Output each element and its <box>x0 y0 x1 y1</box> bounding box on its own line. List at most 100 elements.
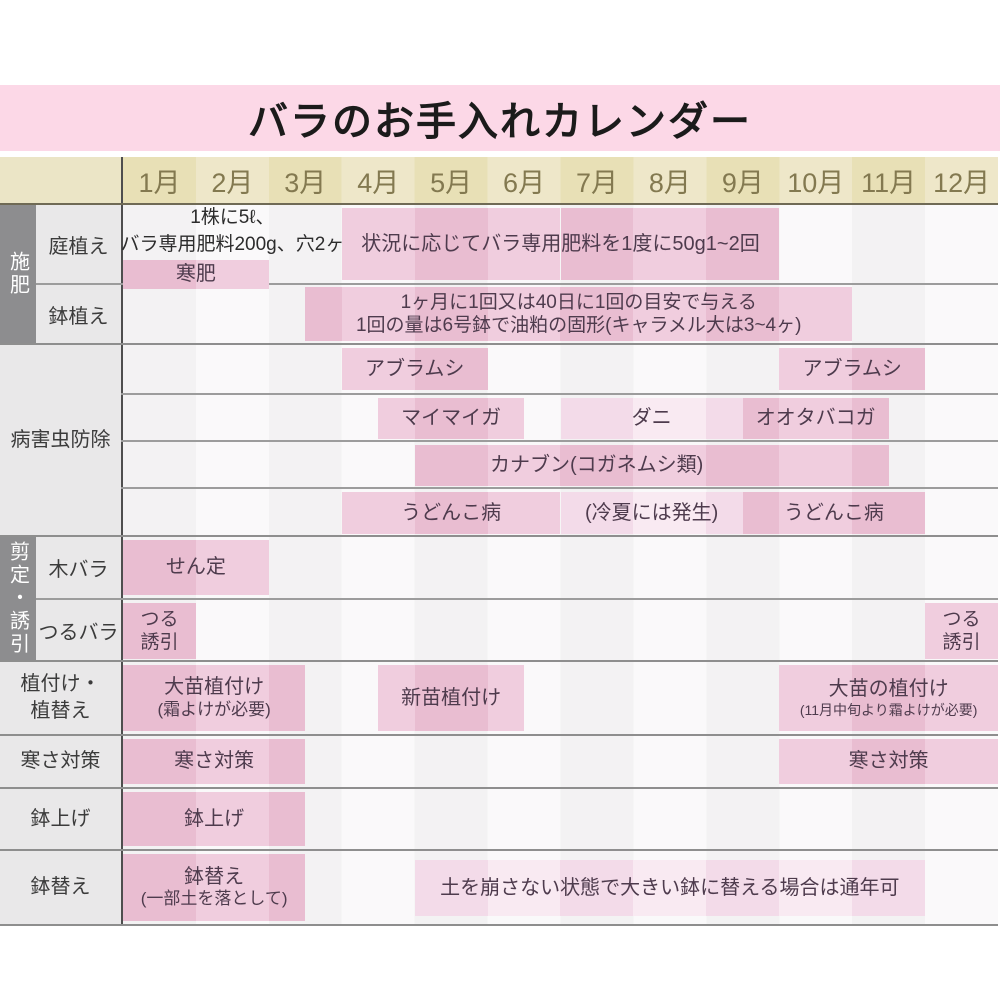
annotation-line: バラ専用肥料200g、穴2ヶ <box>120 234 345 255</box>
bar-month-segment <box>414 665 488 731</box>
bar-label-line: (一部土を落として) <box>140 889 288 909</box>
bar-month-segment <box>706 287 780 341</box>
bar-month-segment <box>414 208 488 280</box>
bar-label-line: マイマイガ <box>401 407 502 430</box>
calendar-bar: 新苗植付け <box>378 665 525 731</box>
row-body: マイマイガ ダニ オオタバコガ <box>121 395 998 440</box>
bar-label-line: アブラムシ <box>802 357 902 380</box>
calendar-row: カナブン(コガネムシ類) <box>121 440 998 487</box>
bar-month-segment <box>779 739 853 784</box>
bar-label-line: 鉢替え <box>184 865 245 888</box>
calendar-row: 大苗植付け (霜よけが必要) 新苗植付け 大苗の植付け (11月中旬より霜よけが必要) <box>121 662 998 734</box>
bar-label: 新苗植付け <box>378 665 524 731</box>
calendar-row: 鉢上げ <box>121 789 998 849</box>
bar-label-line: アブラムシ <box>364 357 465 380</box>
bar-month-segment <box>706 445 780 486</box>
bar-label-line: 土を崩さない状態で大きい鉢に替える場合は通年可 <box>440 876 900 899</box>
row-body: 鉢上げ <box>121 789 998 849</box>
bar-month-segment <box>633 287 707 341</box>
bar-month-segment <box>852 492 926 534</box>
bar-month-segment <box>779 665 853 731</box>
calendar-row: 庭植え 1株に5ℓ、 バラ専用肥料200g、穴2ヶ 状況に応じてバラ専用肥料を1度に5… <box>36 205 998 289</box>
bar-label-line: (11月中旬より霜よけが必要) <box>799 701 978 718</box>
bar-month-segment <box>341 208 415 280</box>
calendar-bar: オオタバコガ <box>742 398 889 439</box>
bar-month-segment <box>305 287 342 341</box>
month-header-cell: 5月 <box>430 167 473 198</box>
bar-month-segment <box>195 540 269 595</box>
bar-label-line: 寒さ対策 <box>848 750 929 773</box>
month-header-cells: 1月 2月 3月 4月 5月 6月 7月 8月 9月 10月 11月 12月 <box>121 157 998 203</box>
bar-month-segment <box>341 348 415 390</box>
bar-label-line: 大苗の植付け <box>828 678 949 701</box>
bar-month-segment <box>779 492 853 534</box>
bar-label: 1ヶ月に1回又は40日に1回の目安で与える 1回の量は6号鉢で油粕の固形(キャラメ… <box>305 287 852 341</box>
bar-label-line: 状況に応じてバラ専用肥料を1度に50g1~2回 <box>361 232 760 255</box>
row-label: 鉢植え <box>36 285 121 343</box>
bar-month-segment <box>852 445 889 486</box>
section-rows: 寒さ対策 寒さ対策 <box>121 736 998 787</box>
bar-label-line: 1回の量は6号鉢で油粕の固形(キャラメル大は3~4ヶ) <box>355 315 802 336</box>
bar-month-segment <box>487 287 561 341</box>
bar-label-line: (霜よけが必要) <box>157 699 271 719</box>
bar-month-segment <box>123 665 196 731</box>
calendar-bar: マイマイガ <box>378 398 525 439</box>
bar-month-segment <box>633 208 707 280</box>
row-body: 寒さ対策 寒さ対策 <box>121 736 998 787</box>
bar-month-segment <box>706 860 780 916</box>
row-body: 大苗植付け (霜よけが必要) 新苗植付け 大苗の植付け (11月中旬より霜よけが必要) <box>121 662 998 734</box>
bar-month-segment <box>268 739 306 784</box>
month-header-cell: 11月 <box>861 167 917 198</box>
bar-label-line: 寒肥 <box>175 263 216 286</box>
bar-month-segment <box>123 854 196 921</box>
bar-month-segment <box>706 208 780 280</box>
calendar-bar: 寒肥 <box>123 260 269 289</box>
bar-month-segment <box>742 492 780 534</box>
bar-month-segment <box>268 792 306 846</box>
bar-label-line: つる <box>942 608 981 630</box>
row-body: 1株に5ℓ、 バラ専用肥料200g、穴2ヶ 状況に応じてバラ専用肥料を1度に50g1… <box>120 205 998 289</box>
section-label-line: 鉢替え <box>30 876 91 898</box>
calendar-bar: 寒さ対策 <box>779 739 998 784</box>
bar-month-segment <box>779 287 853 341</box>
month-header-cell: 12月 <box>933 167 991 198</box>
bar-month-segment <box>414 445 488 486</box>
calendar-row: つるバラ つる 誘引 つる 誘引 <box>36 598 998 660</box>
bar-month-segment <box>268 854 306 921</box>
section-rows: 庭植え 1株に5ℓ、 バラ専用肥料200g、穴2ヶ 状況に応じてバラ専用肥料を1度に5… <box>36 205 998 343</box>
section-label-line: 植付け・ <box>20 673 101 695</box>
bar-label: つる 誘引 <box>925 603 998 659</box>
calendar-bar: 鉢上げ <box>123 792 306 846</box>
bar-month-segment <box>779 860 853 916</box>
section-label: 植付け・ 植替え <box>0 662 121 734</box>
row-body: うどんこ病 (冷夏には発生) うどんこ病 <box>121 489 998 535</box>
section-label-line: 寒さ対策 <box>20 750 101 772</box>
bar-month-segment <box>925 739 998 784</box>
month-header-cell: 7月 <box>575 167 618 198</box>
bar-label: うどんこ病 <box>342 492 561 534</box>
month-header-cell: 1月 <box>138 167 181 198</box>
section-label: 施肥 <box>0 205 36 343</box>
bar-label: ダニ <box>561 398 743 439</box>
bar-label-line: オオタバコガ <box>755 407 876 430</box>
bar-label: 寒さ対策 <box>123 739 305 784</box>
bar-label: 土を崩さない状態で大きい鉢に替える場合は通年可 <box>415 860 925 916</box>
bar-month-segment <box>560 208 634 280</box>
calendar-bar: せん定 <box>123 540 269 595</box>
bar-month-segment <box>123 540 196 595</box>
bar-month-segment <box>195 854 269 921</box>
section-rows: 木バラ せん定 つるバラ つる 誘引 つる 誘引 <box>36 537 998 660</box>
bar-month-segment <box>633 445 707 486</box>
calendar-bar: 状況に応じてバラ専用肥料を1度に50g1~2回 <box>341 208 780 280</box>
bar-month-segment <box>268 665 306 731</box>
bar-label: 寒肥 <box>123 260 269 289</box>
bar-month-segment <box>560 287 634 341</box>
bar-month-segment <box>852 739 926 784</box>
bar-month-segment <box>195 260 269 289</box>
bar-label-line: うどんこ病 <box>783 501 884 524</box>
bar-month-segment <box>123 603 196 659</box>
month-header-cell: 8月 <box>648 167 691 198</box>
bar-month-segment <box>195 665 269 731</box>
section-label-line: 病害虫防除 <box>10 428 111 451</box>
